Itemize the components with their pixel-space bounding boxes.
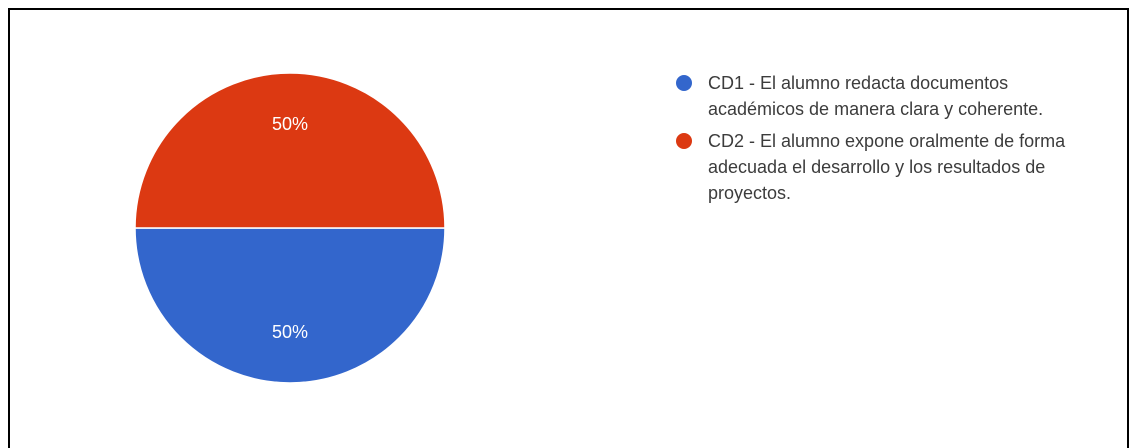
legend-item-cd2[interactable]: CD2 - El alumno expone oralmente de form…	[676, 128, 1096, 206]
pie-chart: 50% 50%	[134, 72, 446, 384]
pie-data-label-cd2: 50%	[272, 114, 308, 134]
pie-slice-cd2[interactable]	[134, 72, 446, 229]
legend-swatch-cd1	[676, 75, 692, 91]
legend-label-cd2: CD2 - El alumno expone oralmente de form…	[708, 131, 1066, 203]
pie-data-label-cd1: 50%	[272, 322, 308, 342]
legend-swatch-cd2	[676, 133, 692, 149]
pie-slice-cd1[interactable]	[134, 227, 446, 384]
legend-item-cd1[interactable]: CD1 - El alumno redacta documentos acadé…	[676, 70, 1096, 122]
legend-label-cd1: CD1 - El alumno redacta documentos acadé…	[708, 73, 1044, 119]
legend: CD1 - El alumno redacta documentos acadé…	[676, 70, 1096, 212]
